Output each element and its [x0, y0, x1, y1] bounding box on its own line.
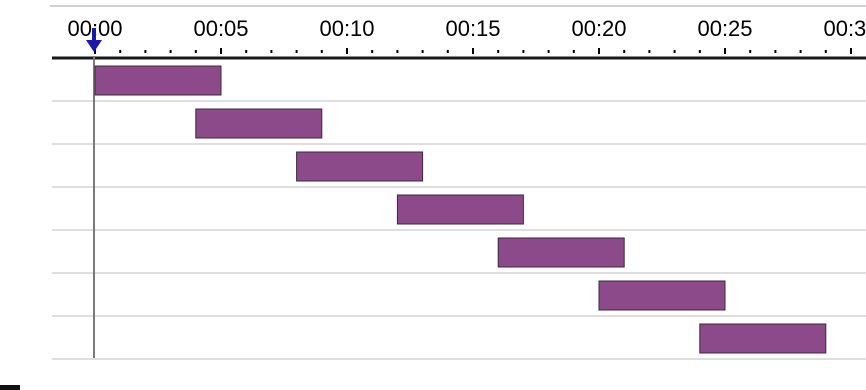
timeline-clip[interactable] — [497, 237, 625, 268]
playhead-marker[interactable] — [86, 28, 102, 52]
timeline-clip[interactable] — [195, 108, 323, 139]
ruler-minor-tick — [547, 50, 550, 53]
timeline-clip[interactable] — [94, 65, 222, 96]
ruler-minor-tick — [320, 50, 323, 53]
ruler-minor-tick — [774, 50, 777, 53]
ruler-major-tick — [94, 48, 96, 54]
timeline-clip[interactable] — [396, 194, 524, 225]
playhead-stem — [92, 28, 96, 42]
ruler-minor-tick — [749, 50, 752, 53]
timeline-clip[interactable] — [699, 323, 827, 354]
ruler-minor-tick — [623, 50, 626, 53]
ruler-minor-tick — [522, 50, 525, 53]
ruler-minor-tick — [169, 50, 172, 53]
ruler-minor-tick — [144, 50, 147, 53]
ruler-minor-tick — [245, 50, 248, 53]
corner-square — [0, 385, 20, 390]
ruler-tick-label: 00:15 — [445, 16, 500, 41]
ruler-tick-label: 00:25 — [697, 16, 752, 41]
ruler-tick-label: 00:05 — [193, 16, 248, 41]
ruler-minor-tick — [371, 50, 374, 53]
ruler-minor-tick — [270, 50, 273, 53]
ruler-major-tick — [724, 48, 726, 54]
ruler-tick-label: 00:30 — [823, 16, 866, 41]
ruler-major-tick — [220, 48, 222, 54]
ruler-minor-tick — [119, 50, 122, 53]
ruler-tick-label: 00:10 — [319, 16, 374, 41]
ruler-tick-label: 00:20 — [571, 16, 626, 41]
ruler-minor-tick — [824, 50, 827, 53]
timeline-clip[interactable] — [296, 151, 424, 182]
track-area[interactable] — [52, 100, 866, 360]
timeline-clip[interactable] — [598, 280, 726, 311]
ruler-minor-tick — [698, 50, 701, 53]
ruler-minor-tick — [396, 50, 399, 53]
ruler-minor-tick — [194, 50, 197, 53]
ruler-minor-tick — [421, 50, 424, 53]
ruler-minor-tick — [799, 50, 802, 53]
ruler-minor-tick — [673, 50, 676, 53]
ruler-major-tick — [472, 48, 474, 54]
ruler-minor-tick — [446, 50, 449, 53]
ruler-minor-tick — [648, 50, 651, 53]
ruler-major-tick — [850, 48, 852, 54]
ruler-major-tick — [598, 48, 600, 54]
ruler-minor-tick — [572, 50, 575, 53]
ruler-minor-tick — [497, 50, 500, 53]
ruler-major-tick — [346, 48, 348, 54]
down-arrow-icon — [86, 40, 102, 52]
ruler-minor-tick — [295, 50, 298, 53]
